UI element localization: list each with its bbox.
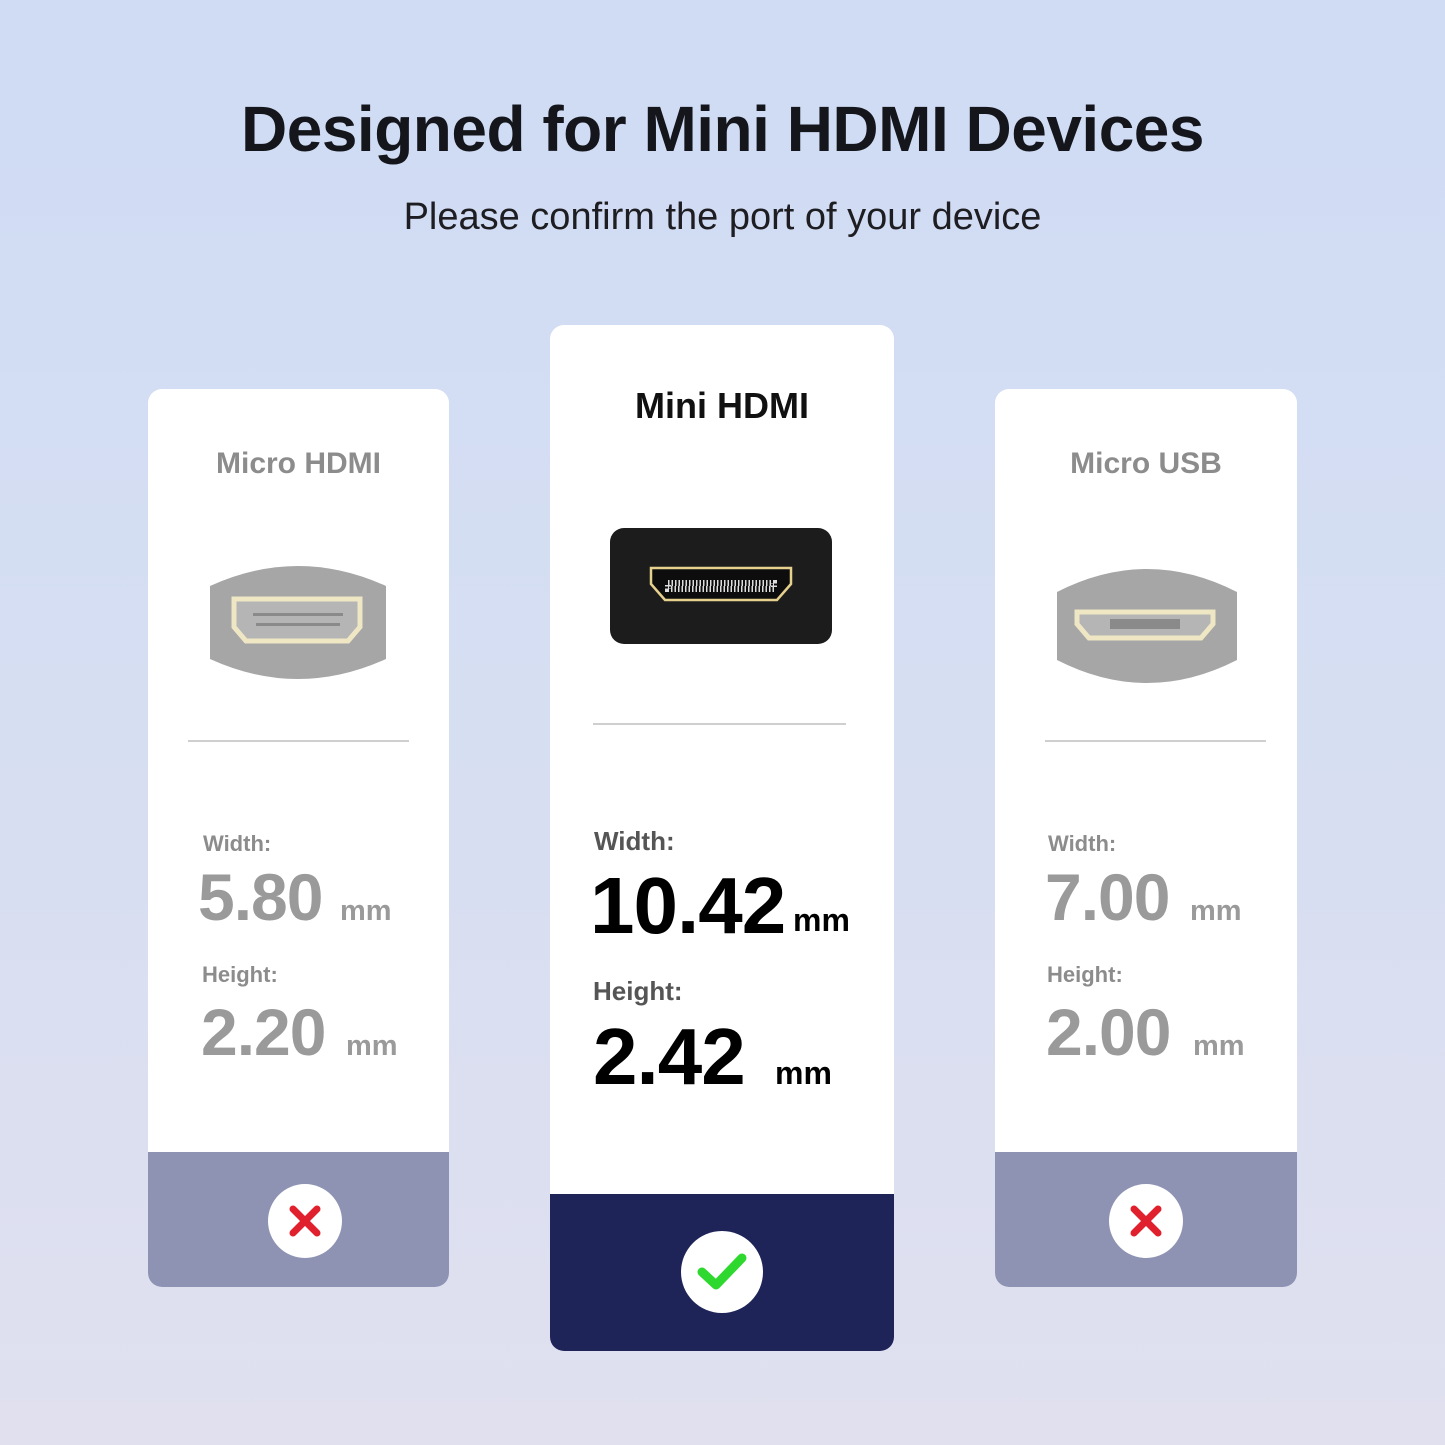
check-icon	[681, 1231, 763, 1313]
card-mini-hdmi: Mini HDMI Width: 10.42 mm Height: 2.42 m…	[550, 325, 894, 1351]
width-value: 7.00	[1045, 860, 1170, 934]
micro-hdmi-port-icon	[210, 566, 386, 679]
height-label: Height:	[1047, 962, 1123, 987]
height-value: 2.20	[201, 995, 326, 1069]
width-unit: mm	[1190, 895, 1242, 927]
card-title: Mini HDMI	[635, 385, 809, 426]
width-value: 5.80	[198, 860, 323, 934]
status-band	[550, 1194, 894, 1351]
width-unit: mm	[793, 902, 850, 938]
width-label: Width:	[594, 826, 675, 856]
card-micro-hdmi: Micro HDMI Width: 5.80 mm Height: 2.20 m…	[148, 389, 449, 1287]
height-value: 2.00	[1046, 995, 1171, 1069]
width-label: Width:	[203, 831, 272, 856]
micro-usb-port-icon	[1057, 569, 1237, 683]
card-title: Micro HDMI	[216, 447, 381, 480]
width-unit: mm	[340, 895, 392, 927]
width-value: 10.42	[590, 861, 786, 950]
height-value: 2.42	[593, 1012, 746, 1101]
card-title: Micro USB	[1070, 447, 1222, 480]
card-micro-usb: Micro USB Width: 7.00 mm Height: 2.00 mm	[995, 389, 1297, 1287]
status-band	[148, 1152, 449, 1287]
width-label: Width:	[1048, 831, 1117, 856]
height-unit: mm	[1193, 1030, 1245, 1062]
cross-icon	[268, 1184, 342, 1258]
page-subtitle: Please confirm the port of your device	[403, 196, 1042, 238]
page-title: Designed for Mini HDMI Devices	[241, 93, 1204, 165]
height-label: Height:	[202, 962, 278, 987]
status-band	[995, 1152, 1297, 1287]
height-unit: mm	[775, 1055, 832, 1091]
mini-hdmi-port-icon	[610, 528, 832, 644]
height-label: Height:	[593, 976, 683, 1006]
height-unit: mm	[346, 1030, 398, 1062]
cross-icon	[1109, 1184, 1183, 1258]
